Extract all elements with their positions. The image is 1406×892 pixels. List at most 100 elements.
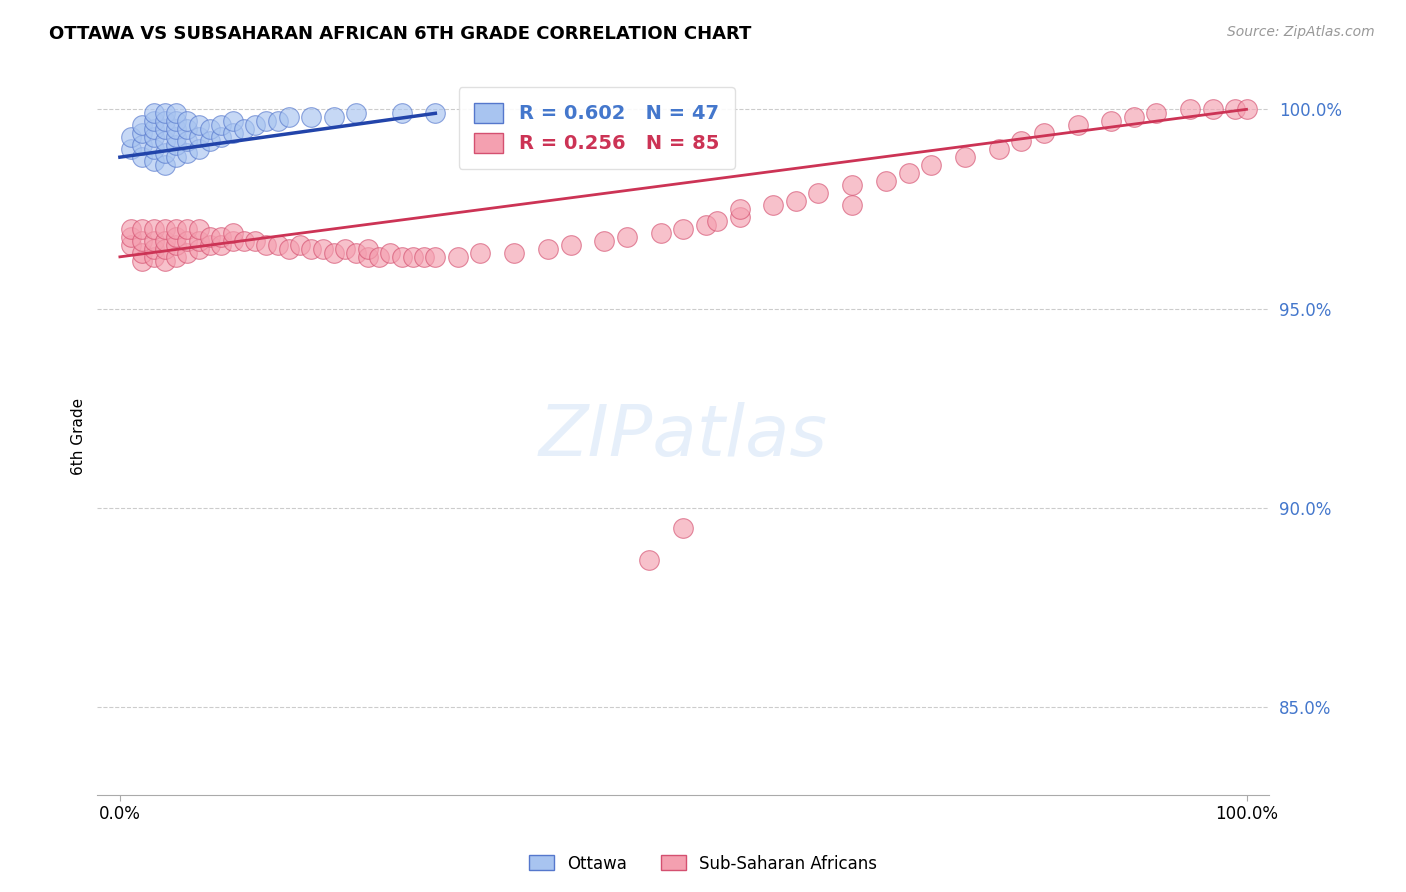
Point bbox=[187, 142, 209, 156]
Point bbox=[243, 234, 266, 248]
Point bbox=[187, 222, 209, 236]
Point bbox=[254, 114, 277, 128]
Point bbox=[953, 150, 976, 164]
Point bbox=[142, 106, 165, 120]
Point bbox=[537, 242, 560, 256]
Point bbox=[221, 226, 243, 240]
Point bbox=[402, 250, 425, 264]
Point bbox=[153, 158, 176, 172]
Point bbox=[221, 234, 243, 248]
Point bbox=[187, 130, 209, 145]
Point bbox=[841, 178, 863, 192]
Point bbox=[346, 106, 368, 120]
Point bbox=[425, 250, 447, 264]
Point bbox=[165, 122, 187, 136]
Point bbox=[413, 250, 436, 264]
Point bbox=[672, 521, 695, 535]
Point bbox=[470, 245, 492, 260]
Point bbox=[841, 198, 863, 212]
Point bbox=[131, 118, 153, 132]
Point bbox=[232, 122, 254, 136]
Point bbox=[1202, 103, 1225, 117]
Point bbox=[165, 230, 187, 244]
Point bbox=[762, 198, 785, 212]
Point bbox=[593, 234, 616, 248]
Point bbox=[875, 174, 897, 188]
Point bbox=[120, 130, 142, 145]
Point bbox=[120, 238, 142, 252]
Point bbox=[142, 142, 165, 156]
Point bbox=[176, 234, 198, 248]
Point bbox=[187, 234, 209, 248]
Point bbox=[142, 242, 165, 256]
Point bbox=[142, 114, 165, 128]
Point bbox=[209, 238, 232, 252]
Point bbox=[221, 126, 243, 140]
Point bbox=[312, 242, 335, 256]
Point bbox=[1236, 103, 1258, 117]
Point bbox=[728, 202, 751, 216]
Point bbox=[131, 234, 153, 248]
Point bbox=[1180, 103, 1202, 117]
Point bbox=[560, 238, 582, 252]
Point bbox=[131, 222, 153, 236]
Point bbox=[1032, 126, 1054, 140]
Point bbox=[391, 106, 413, 120]
Point bbox=[153, 253, 176, 268]
Point bbox=[266, 238, 288, 252]
Point bbox=[616, 230, 638, 244]
Point bbox=[187, 118, 209, 132]
Point bbox=[277, 111, 299, 125]
Point bbox=[176, 122, 198, 136]
Point bbox=[1122, 111, 1144, 125]
Point bbox=[165, 138, 187, 153]
Point bbox=[131, 245, 153, 260]
Point bbox=[131, 126, 153, 140]
Point bbox=[1066, 118, 1088, 132]
Point bbox=[357, 250, 380, 264]
Point bbox=[672, 222, 695, 236]
Point bbox=[1144, 106, 1167, 120]
Point bbox=[897, 166, 920, 180]
Point bbox=[165, 238, 187, 252]
Point bbox=[153, 114, 176, 128]
Point bbox=[142, 130, 165, 145]
Point bbox=[706, 214, 728, 228]
Point bbox=[368, 250, 391, 264]
Point bbox=[198, 134, 221, 148]
Point bbox=[920, 158, 942, 172]
Point bbox=[1225, 103, 1247, 117]
Point bbox=[120, 230, 142, 244]
Point bbox=[165, 130, 187, 145]
Point bbox=[380, 245, 402, 260]
Legend: Ottawa, Sub-Saharan Africans: Ottawa, Sub-Saharan Africans bbox=[523, 848, 883, 880]
Point bbox=[987, 142, 1010, 156]
Point bbox=[153, 222, 176, 236]
Point bbox=[142, 250, 165, 264]
Point bbox=[266, 114, 288, 128]
Point bbox=[221, 114, 243, 128]
Text: ZIPatlas: ZIPatlas bbox=[538, 401, 828, 471]
Point bbox=[198, 238, 221, 252]
Point bbox=[243, 118, 266, 132]
Point bbox=[176, 134, 198, 148]
Point bbox=[198, 230, 221, 244]
Point bbox=[650, 226, 672, 240]
Point bbox=[176, 146, 198, 161]
Point bbox=[785, 194, 807, 208]
Point bbox=[176, 245, 198, 260]
Point bbox=[638, 553, 661, 567]
Point bbox=[346, 245, 368, 260]
Point bbox=[299, 111, 322, 125]
Point bbox=[153, 146, 176, 161]
Point bbox=[1010, 134, 1032, 148]
Text: OTTAWA VS SUBSAHARAN AFRICAN 6TH GRADE CORRELATION CHART: OTTAWA VS SUBSAHARAN AFRICAN 6TH GRADE C… bbox=[49, 25, 752, 43]
Point bbox=[165, 150, 187, 164]
Point bbox=[323, 245, 346, 260]
Point bbox=[176, 222, 198, 236]
Point bbox=[153, 234, 176, 248]
Point bbox=[153, 122, 176, 136]
Point bbox=[209, 130, 232, 145]
Point bbox=[165, 222, 187, 236]
Point bbox=[142, 234, 165, 248]
